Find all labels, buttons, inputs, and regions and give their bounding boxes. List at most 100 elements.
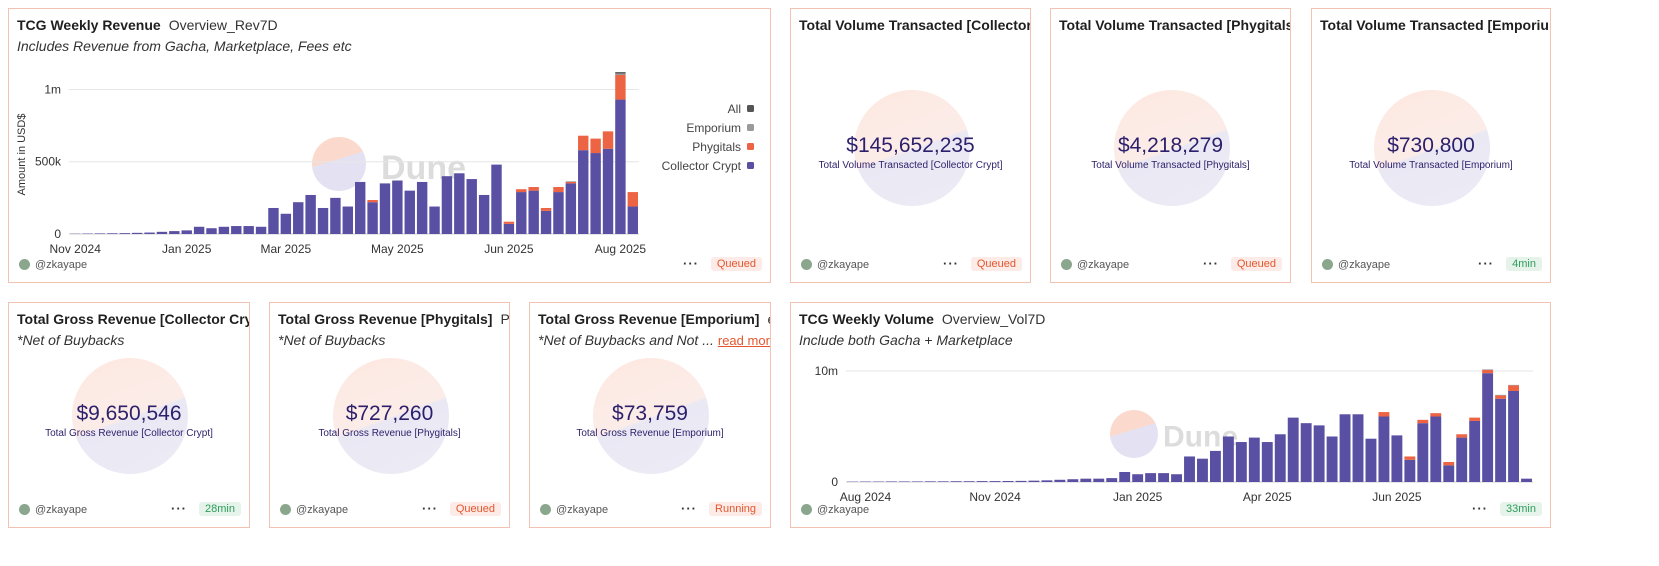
more-menu[interactable]: ··· [1478,256,1494,271]
bar-segment [429,206,440,234]
more-menu[interactable]: ··· [1203,256,1219,271]
panel-title: Total Gross Revenue [Emporium]e... [538,311,770,327]
bar-segment [454,173,465,234]
panel-title: Total Volume Transacted [Collector ... [799,17,1031,33]
counter-label: Total Volume Transacted [Collector Crypt… [818,159,1003,171]
author-name[interactable]: @zkayape [817,259,870,271]
bar-segment [1456,437,1468,482]
bar-segment [516,189,527,193]
bar-segment [1041,480,1053,482]
bar-segment [1469,417,1481,421]
more-menu[interactable]: ··· [1472,501,1488,516]
more-menu[interactable]: ··· [943,256,959,271]
panel-tab: Overview_Rev7D [168,17,278,33]
bar-segment [1015,480,1027,482]
bar-segment [528,190,539,234]
bar-segment [280,213,292,234]
bar-segment [1404,459,1416,482]
author-name[interactable]: @zkayape [296,504,349,516]
bar-segment [627,206,639,234]
bar-segment [1495,398,1507,482]
bar-segment [898,481,910,482]
bar-segment [416,181,428,234]
bar-segment [1430,413,1442,417]
counter-halo [72,358,188,474]
legend-label: Phygitals [692,140,741,154]
bar-segment [1222,436,1234,482]
panel-tab: Overview_Vol7D [941,311,1046,327]
bar-segment [989,481,1001,482]
bar-segment [193,226,205,234]
panel-tab: e... [767,311,770,327]
bar-segment [1508,390,1520,482]
bar-segment [1508,384,1520,386]
legend-swatch [747,124,754,131]
counter-value: $73,759 [612,402,688,425]
bar-segment [1417,423,1429,482]
panel-title: TCG Weekly Volume Overview_Vol7D [799,311,1046,327]
bar-segment [553,192,564,234]
legend-label: Collector Crypt [662,159,742,173]
bar-segment [491,164,502,234]
bar-segment [565,181,577,184]
bar-segment [615,99,626,234]
bar-segment [1482,369,1494,374]
bar-segment [1495,395,1507,399]
status-badge: Queued [970,257,1022,271]
counter-value: $730,800 [1387,133,1475,157]
counter-halo [1113,89,1230,206]
panel-footer: @zkayape Running ··· [538,501,762,519]
legend-label: Emporium [686,121,741,135]
author-avatar [801,504,812,515]
bar-segment [1287,417,1299,482]
bar-segment [590,153,601,234]
bar-segment [615,75,626,100]
plot: 0 10m Aug 2024 Nov 2024 Jan 2025 Apr 2025 Jun … [815,364,1533,504]
bar-segment [1378,412,1390,417]
panel-footer: @zkayape 33min ··· [799,501,1542,519]
more-menu[interactable]: ··· [681,501,697,516]
bar-segment [342,206,354,234]
status-badge: 28min [199,502,241,516]
panel: Total Gross Revenue [Phygitals]Ph...*Net… [269,302,510,528]
more-menu[interactable]: ··· [171,501,187,516]
bar-segment [1469,420,1481,482]
status-badge: 4min [1506,257,1542,271]
read-more-link[interactable]: read more [717,333,770,348]
bar-segment [354,181,366,234]
bar-segment [1119,472,1131,482]
bar-segment [911,481,923,482]
panel-description: Includes Revenue from Gacha, Marketplace… [17,38,352,54]
bar-segment [379,183,391,234]
y-tick-label: 10m [815,364,838,378]
panel: Total Gross Revenue [Emporium]e...*Net o… [529,302,771,528]
author-name[interactable]: @zkayape [35,259,88,271]
author-name[interactable]: @zkayape [1338,259,1391,271]
bar-segment [602,148,614,234]
more-menu[interactable]: ··· [683,256,699,271]
panel-title: TCG Weekly Revenue Overview_Rev7D [17,17,278,33]
author-name[interactable]: @zkayape [817,504,870,516]
author-avatar [1061,259,1072,270]
bar-segment [1482,373,1494,482]
counter-label: Total Gross Revenue [Emporium] [576,428,724,439]
bar-segment [144,232,155,234]
bar-segment [1313,425,1325,482]
author-name[interactable]: @zkayape [35,504,88,516]
bar-segment [1339,414,1351,482]
panel-tab: Ph... [500,311,510,327]
x-tick-label: Aug 2024 [840,490,892,504]
more-menu[interactable]: ··· [422,501,438,516]
author-name[interactable]: @zkayape [556,504,609,516]
bar-segment [1002,481,1014,482]
x-tick-label: Mar 2025 [260,242,311,256]
counter-label: Total Volume Transacted [Emporium] [1349,159,1513,171]
y-tick-label: 0 [54,227,61,241]
author-name[interactable]: @zkayape [1077,259,1130,271]
description-text: *Net of Buybacks [278,332,386,348]
bar-segment [1261,442,1273,482]
author-avatar [801,259,812,270]
bar-segment [255,226,267,234]
